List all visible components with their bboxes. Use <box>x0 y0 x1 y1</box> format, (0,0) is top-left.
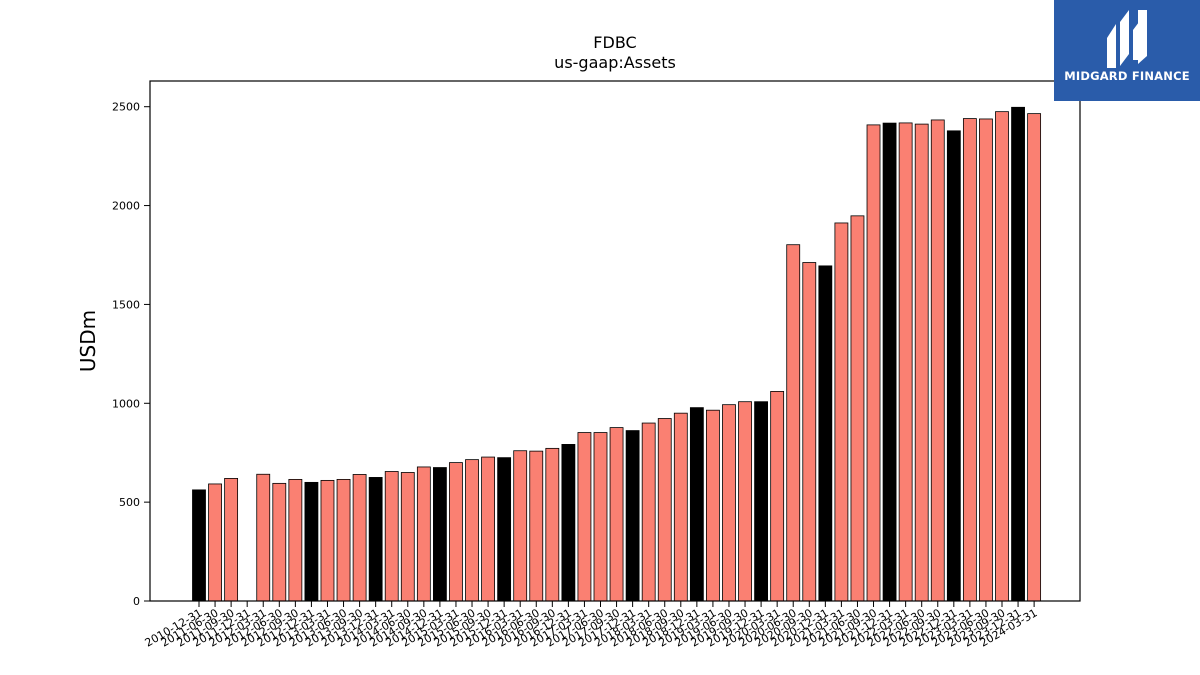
y-tick-label: 500 <box>119 496 140 509</box>
y-axis-label: USDm <box>76 310 100 372</box>
bar-2015-06-30 <box>465 459 479 602</box>
bar-2014-09-30 <box>416 466 431 602</box>
bar-2013-06-30 <box>336 478 351 602</box>
bar-2020-03-31 <box>770 391 785 602</box>
bar-2013-12-31 <box>368 477 383 602</box>
midgard-logo-icon <box>1107 10 1147 68</box>
bar-2021-12-31 <box>882 122 897 602</box>
bar-2013-09-30 <box>352 474 367 602</box>
bar-2022-09-30 <box>930 119 945 602</box>
bar-2018-03-31 <box>641 422 656 602</box>
bar-2020-12-31 <box>818 265 833 602</box>
bar-2018-12-31 <box>689 407 704 602</box>
bar-2019-03-31 <box>706 409 720 602</box>
y-tick-label: 1000 <box>112 397 140 410</box>
bar-2017-12-31 <box>625 430 640 602</box>
bar-2014-12-31 <box>432 467 447 602</box>
bar-2012-06-30 <box>272 482 287 602</box>
bar-2017-09-30 <box>609 427 624 602</box>
bar-2019-12-31 <box>754 401 768 602</box>
bar-2017-03-31 <box>577 432 592 602</box>
bar-2023-09-30 <box>995 111 1009 602</box>
bar-2012-03-31 <box>256 473 271 602</box>
brand-logo: MIDGARD FINANCE <box>1054 0 1200 101</box>
plot-area-frame <box>149 80 1081 602</box>
bar-2024-03-31 <box>1027 113 1042 602</box>
bar-2016-06-30 <box>529 450 544 602</box>
bar-2021-03-31 <box>834 222 849 602</box>
bar-2017-06-30 <box>593 432 608 602</box>
bar-2011-09-30 <box>224 478 239 602</box>
bar-2016-03-31 <box>513 450 528 602</box>
bar-2019-06-30 <box>722 404 736 602</box>
bar-2014-06-30 <box>400 472 415 602</box>
bar-2022-12-31 <box>946 130 961 602</box>
bar-2014-03-31 <box>384 471 399 602</box>
bar-2019-09-30 <box>738 401 752 602</box>
chart-title: FDBC <box>593 33 636 52</box>
bar-series <box>192 106 1042 602</box>
bar-2012-12-31 <box>304 481 319 602</box>
y-tick-label: 2500 <box>112 101 140 114</box>
bar-2015-09-30 <box>481 456 495 602</box>
bar-2023-06-30 <box>979 118 993 602</box>
bar-2023-12-31 <box>1011 106 1025 602</box>
bar-2020-06-30 <box>786 244 801 602</box>
bar-2018-06-30 <box>657 418 672 602</box>
bar-2012-09-30 <box>288 478 303 602</box>
bar-2022-03-31 <box>898 122 913 602</box>
bar-2015-03-31 <box>449 462 463 602</box>
bar-2013-03-31 <box>320 479 335 602</box>
bar-2021-06-30 <box>850 215 865 602</box>
chart-subtitle: us-gaap:Assets <box>554 53 676 72</box>
x-axis-ticks: 2010-12-312011-06-302011-09-302011-12-31… <box>143 601 1040 650</box>
bar-2016-12-31 <box>561 444 576 602</box>
y-axis-ticks: 0 500 1000 1500 2000 2500 <box>112 101 150 608</box>
bar-2022-06-30 <box>914 123 929 602</box>
y-tick-label: 1500 <box>112 298 140 311</box>
bar-2023-03-31 <box>962 118 977 602</box>
bar-2018-09-30 <box>673 412 688 602</box>
bar-2016-09-30 <box>545 447 560 602</box>
brand-name: MIDGARD FINANCE <box>1064 69 1190 83</box>
bar-2021-09-30 <box>866 124 881 602</box>
bar-2020-09-30 <box>802 262 817 602</box>
y-tick-label: 0 <box>133 595 140 608</box>
bar-2011-06-30 <box>208 483 222 602</box>
y-tick-label: 2000 <box>112 200 140 213</box>
bar-2010-12-31 <box>192 489 206 602</box>
bar-2015-12-31 <box>497 457 512 602</box>
